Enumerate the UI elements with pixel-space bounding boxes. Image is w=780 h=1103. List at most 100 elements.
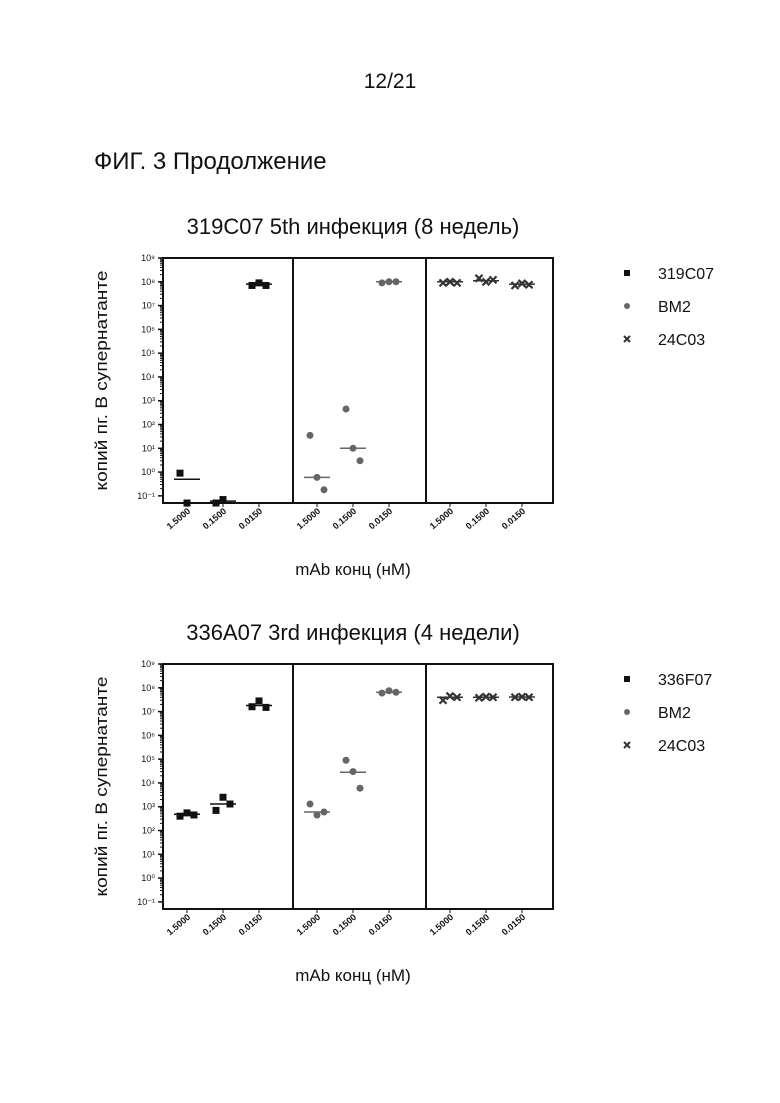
y-tick-label: 10⁶ [141, 730, 155, 740]
x-tick-label: 0.1500 [201, 912, 229, 937]
data-point-square [256, 697, 263, 704]
legend-marker-circle [624, 303, 630, 309]
data-point-circle [393, 278, 400, 285]
chart-title: 336A07 3rd инфекция (4 недели) [186, 620, 520, 645]
data-point-square [184, 809, 191, 816]
x-tick-label: 0.0150 [237, 912, 265, 937]
data-point-circle [314, 811, 321, 818]
data-point-square [256, 279, 263, 286]
data-point-circle [386, 687, 393, 694]
data-point-square [213, 500, 220, 507]
data-point-square [177, 470, 184, 477]
legend-label: BM2 [658, 299, 691, 316]
data-point-circle [379, 279, 386, 286]
legend-label: 24C03 [658, 332, 705, 349]
y-tick-label: 10⁸ [141, 277, 155, 287]
legend-marker-x [624, 336, 630, 342]
y-tick-label: 10⁻¹ [137, 897, 155, 907]
x-tick-label: 0.0150 [237, 506, 265, 531]
y-tick-label: 10⁰ [141, 467, 155, 477]
data-point-x [447, 693, 454, 700]
x-tick-label: 0.1500 [464, 912, 492, 937]
data-point-circle [357, 457, 364, 464]
data-point-square [191, 811, 198, 818]
data-point-x [440, 279, 447, 286]
y-tick-label: 10⁵ [141, 348, 155, 358]
y-tick-label: 10⁰ [141, 873, 155, 883]
data-point-circle [357, 785, 364, 792]
y-tick-label: 10⁻¹ [137, 491, 155, 501]
data-point-circle [314, 474, 321, 481]
x-tick-label: 0.0150 [500, 912, 528, 937]
x-axis-label: mAb конц (нМ) [295, 966, 410, 985]
data-point-circle [321, 808, 328, 815]
y-axis-label: копий пг. В супернатанте [92, 271, 111, 491]
chart-title: 319C07 5th инфекция (8 недель) [187, 214, 520, 239]
data-point-circle [350, 768, 357, 775]
data-point-square [220, 496, 227, 503]
x-tick-label: 1.5000 [428, 912, 456, 937]
data-point-x [490, 276, 497, 283]
data-point-circle [307, 432, 314, 439]
chart-319c07: 319C07 5th инфекция (8 недель)10⁹10⁸10⁷1… [0, 200, 780, 595]
data-point-circle [379, 690, 386, 697]
y-axis-label: копий пг. В супернатанте [92, 677, 111, 897]
y-tick-label: 10⁴ [141, 372, 155, 382]
y-tick-label: 10⁹ [141, 659, 155, 669]
legend-label: 336F07 [658, 672, 712, 689]
data-point-square [263, 704, 270, 711]
data-point-circle [321, 486, 328, 493]
x-tick-label: 1.5000 [295, 912, 323, 937]
legend-marker-square [624, 676, 630, 682]
legend-label: BM2 [658, 705, 691, 722]
x-tick-label: 0.0150 [367, 912, 395, 937]
y-tick-label: 10¹ [142, 443, 155, 453]
data-point-square [249, 282, 256, 289]
x-tick-label: 0.1500 [464, 506, 492, 531]
y-tick-label: 10¹ [142, 849, 155, 859]
data-point-square [213, 807, 220, 814]
y-tick-label: 10⁸ [141, 683, 155, 693]
data-point-x [483, 278, 490, 285]
y-tick-label: 10³ [142, 802, 155, 812]
data-point-circle [386, 278, 393, 285]
legend-marker-square [624, 270, 630, 276]
x-tick-label: 0.1500 [331, 506, 359, 531]
x-tick-label: 0.1500 [331, 912, 359, 937]
y-tick-label: 10² [142, 420, 155, 430]
y-tick-label: 10⁷ [142, 301, 155, 311]
x-tick-label: 0.1500 [201, 506, 229, 531]
data-point-square [177, 813, 184, 820]
legend-label: 319C07 [658, 266, 714, 283]
y-tick-label: 10⁷ [142, 707, 155, 717]
x-tick-label: 1.5000 [165, 912, 193, 937]
y-tick-label: 10⁶ [141, 324, 155, 334]
y-tick-label: 10³ [142, 396, 155, 406]
page-number: 12/21 [0, 70, 780, 94]
data-point-circle [393, 689, 400, 696]
data-point-x [512, 282, 519, 289]
data-point-circle [343, 405, 350, 412]
legend-marker-x [624, 742, 630, 748]
x-tick-label: 1.5000 [165, 506, 193, 531]
y-tick-label: 10² [142, 826, 155, 836]
x-tick-label: 1.5000 [428, 506, 456, 531]
data-point-square [249, 703, 256, 710]
figure-caption: ФИГ. 3 Продолжение [94, 148, 327, 176]
x-tick-label: 0.0150 [500, 506, 528, 531]
chart-336a07: 336A07 3rd инфекция (4 недели) 10⁹ 10⁸ 10⁷ 1… [0, 606, 780, 1006]
legend-label: 24C03 [658, 738, 705, 755]
data-point-circle [307, 801, 314, 808]
data-point-circle [350, 445, 357, 452]
data-point-square [184, 500, 191, 507]
plot-frame [163, 258, 553, 503]
x-tick-label: 0.0150 [367, 506, 395, 531]
x-tick-label: 1.5000 [295, 506, 323, 531]
data-point-x [454, 279, 461, 286]
data-point-square [220, 794, 227, 801]
x-axis-label: mAb конц (нМ) [295, 560, 410, 579]
data-point-square [263, 282, 270, 289]
legend-marker-circle [624, 709, 630, 715]
y-tick-label: 10⁵ [141, 754, 155, 764]
y-tick-label: 10⁴ [141, 778, 155, 788]
